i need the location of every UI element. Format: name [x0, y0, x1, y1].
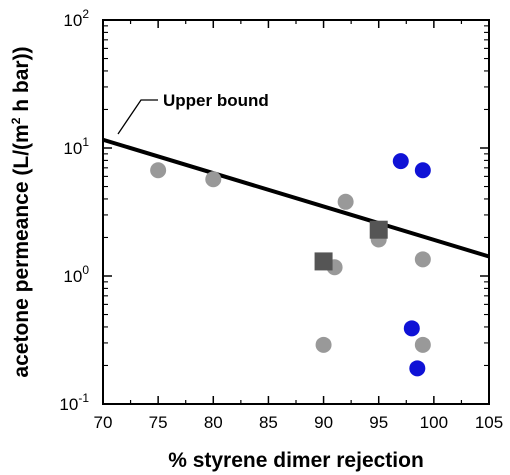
x-tick-label: 100 — [420, 413, 448, 432]
x-tick-label: 70 — [94, 413, 113, 432]
data-point-circle — [414, 251, 431, 268]
y-tick-label-exponent: 0 — [82, 263, 89, 277]
data-point-circle — [409, 360, 426, 377]
upper-bound-leader — [117, 99, 158, 135]
y-tick-label-exponent: 1 — [82, 135, 89, 149]
data-point-circle — [414, 162, 431, 179]
x-tick-label: 90 — [314, 413, 333, 432]
data-point-circle — [315, 336, 332, 353]
upper-bound-line — [102, 137, 490, 259]
y-tick-label-exponent: -1 — [78, 391, 89, 405]
x-axis-title: % styrene dimer rejection — [168, 449, 424, 472]
upper-bound-layer — [102, 137, 490, 259]
y-axis-title-main: acetone permeance (L/(m — [10, 124, 33, 377]
data-point-circle — [150, 162, 167, 179]
data-point-circle — [414, 336, 431, 353]
y-tick-label-base: 10 — [63, 139, 82, 158]
upper-bound-label: Upper bound — [163, 91, 269, 110]
y-tick-label-exponent: 2 — [82, 7, 89, 21]
x-tick-label: 80 — [204, 413, 223, 432]
y-axis-title-exponent: 2 — [9, 117, 23, 124]
y-tick-label: 102 — [63, 7, 89, 30]
y-tick-label: 10-1 — [59, 391, 89, 414]
axis-ticks — [102, 19, 490, 405]
y-tick-label-base: 10 — [59, 395, 78, 414]
y-tick-label: 100 — [63, 263, 89, 286]
y-axis-title: acetone permeance (L/(m2 h bar)) — [9, 46, 33, 377]
x-tick-label: 105 — [475, 413, 503, 432]
plot-frame — [102, 19, 490, 405]
data-point-circle — [392, 153, 409, 170]
data-point-circle — [403, 320, 420, 337]
x-tick-label: 85 — [259, 413, 278, 432]
x-tick-label: 75 — [149, 413, 168, 432]
y-axis-title-rest: h bar)) — [10, 46, 33, 117]
data-point-circle — [337, 193, 354, 210]
data-points — [150, 153, 431, 377]
y-tick-label-base: 10 — [63, 11, 82, 30]
y-tick-label-base: 10 — [63, 267, 82, 286]
y-tick-label: 101 — [63, 135, 89, 158]
x-tick-label: 95 — [369, 413, 388, 432]
data-point-square — [314, 252, 333, 271]
data-point-square — [369, 220, 388, 239]
data-point-circle — [205, 171, 222, 188]
